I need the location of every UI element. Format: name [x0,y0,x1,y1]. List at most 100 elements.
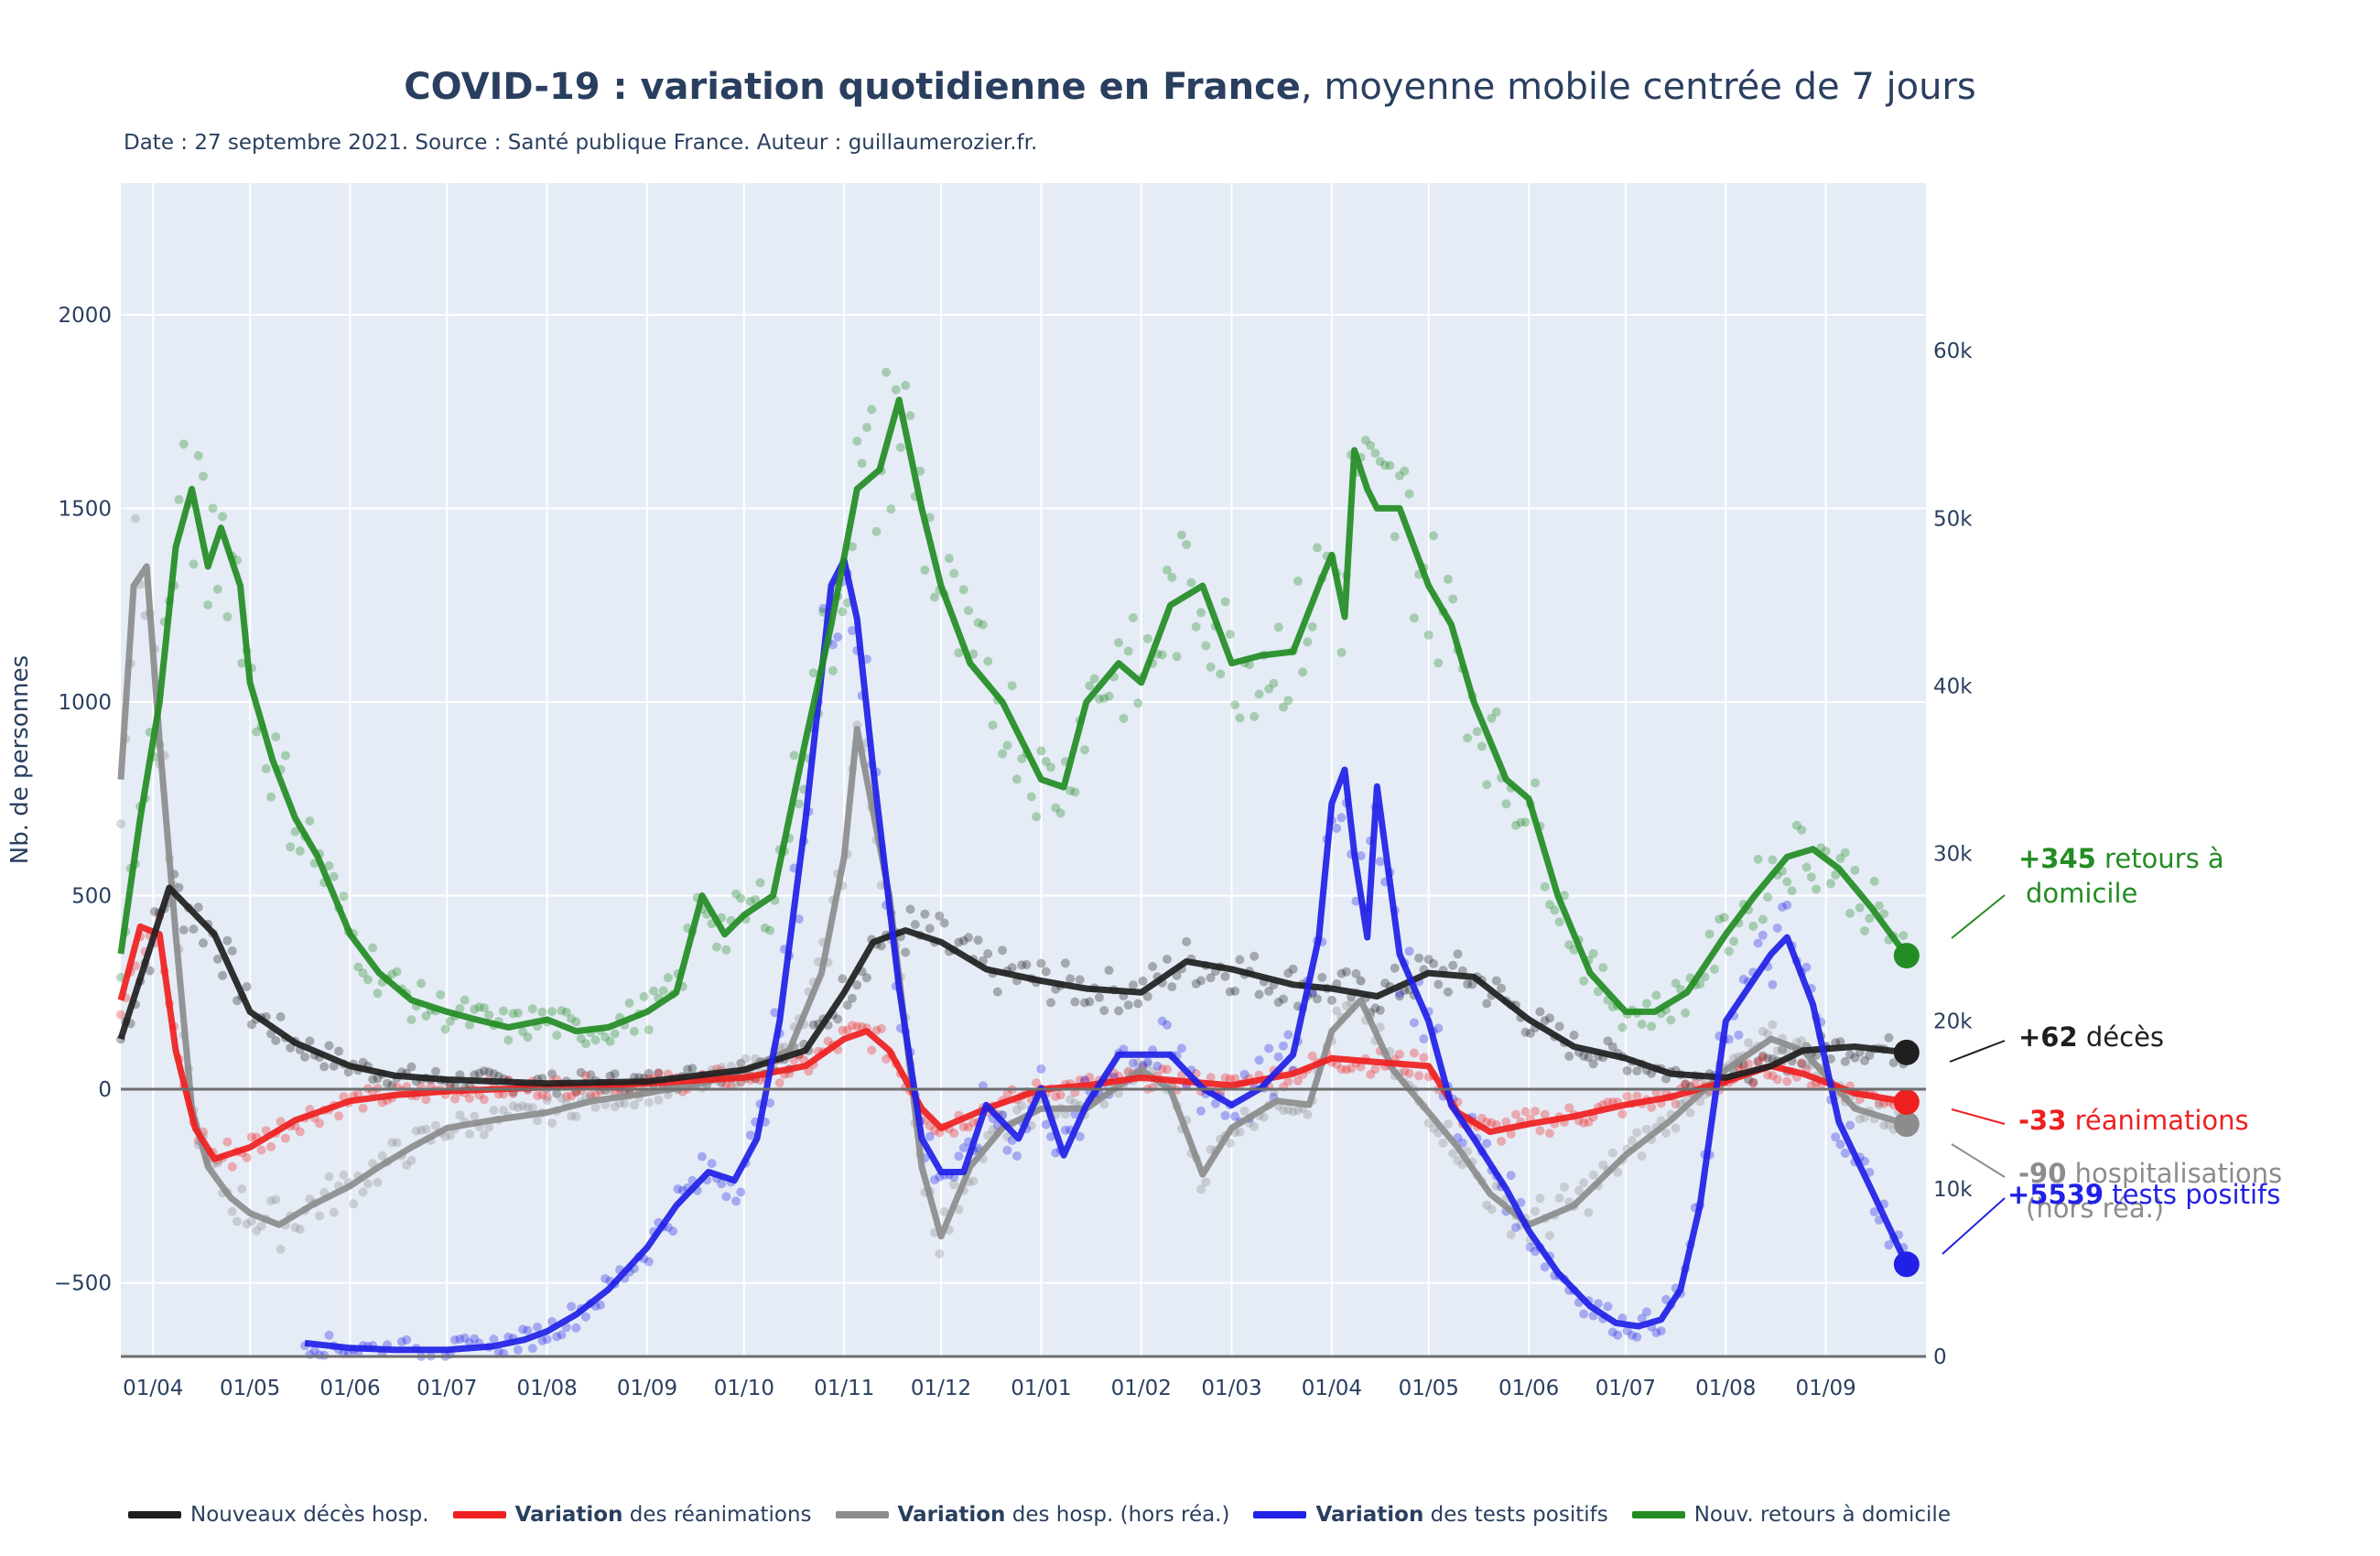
scatter-point [1375,1022,1385,1032]
scatter-point [1070,787,1080,797]
scatter-point [1448,1149,1458,1159]
scatter-point [1012,774,1022,784]
scatter-point [901,381,911,391]
scatter-point [867,405,877,415]
y-left-tick-label: 1000 [58,691,112,715]
scatter-point [465,1129,474,1140]
scatter-point [1225,987,1235,997]
x-tick-label: 01/06 [1498,1377,1559,1400]
scatter-point [237,1184,247,1194]
scatter-point [687,1064,698,1074]
scatter-point [1768,1071,1778,1081]
x-tick-label: 01/06 [319,1377,380,1400]
scatter-point [440,1024,450,1034]
scatter-point [983,656,993,666]
legend-item[interactable]: Variation des hosp. (hors réa.) [835,1503,1229,1527]
scatter-point [1525,1029,1535,1038]
scatter-point [1007,963,1017,973]
scatter-point [1835,1140,1845,1150]
scatter-point [944,554,954,564]
scatter-point [1840,1056,1850,1066]
scatter-point [484,1067,494,1077]
scatter-point [571,1111,581,1121]
scatter-point [470,1070,480,1080]
scatter-point [1869,1207,1879,1216]
scatter-point [968,1118,979,1128]
scatter-point [983,949,993,958]
scatter-point [1409,613,1419,623]
scatter-point [1768,979,1778,989]
y-right-tick-label: 30k [1933,843,1973,867]
scatter-point [527,1344,537,1354]
scatter-point [571,1323,581,1333]
scatter-point [1520,817,1531,827]
scatter-point [552,1088,562,1098]
scatter-point [1283,1076,1293,1086]
scatter-point [794,799,804,809]
scatter-point [765,925,775,935]
scatter-point [1879,1120,1889,1130]
scatter-point [1017,753,1027,763]
scatter-point [1230,1111,1240,1121]
scatter-point [1477,741,1487,751]
scatter-point [1099,694,1109,704]
legend-item[interactable]: Variation des réanimations [452,1503,812,1527]
scatter-point [1588,1059,1598,1069]
scatter-point [1370,448,1380,459]
legend-item[interactable]: Nouveaux décès hosp. [128,1503,429,1527]
scatter-point [1738,975,1748,984]
scatter-point [1356,1062,1366,1072]
scatter-point [1201,641,1211,651]
scatter-point [1569,1031,1579,1040]
scatter-point [368,943,378,953]
scatter-point [1347,1064,1357,1074]
scatter-point [1554,1194,1564,1204]
scatter-point [1206,662,1216,672]
legend-item[interactable]: Nouv. retours à domicile [1631,1503,1951,1527]
scatter-point [1332,1006,1342,1016]
scatter-point [1511,820,1520,830]
scatter-point [600,1032,611,1043]
scatter-point [1661,1128,1671,1138]
scatter-point [1860,926,1869,935]
scatter-point [954,1151,964,1162]
scatter-point [1666,1015,1676,1025]
scatter-point [1094,992,1104,1002]
scatter-point [1085,997,1095,1007]
scatter-point [261,763,271,773]
scatter-point [1463,733,1473,743]
scatter-point [1429,531,1438,541]
scatter-point [711,942,721,952]
scatter-point [581,1312,590,1322]
x-tick-label: 01/01 [1011,1377,1071,1400]
scatter-point [731,889,741,899]
scatter-point [644,1068,654,1078]
scatter-point [1313,543,1322,553]
scatter-point [1613,1330,1623,1340]
scatter-point [1196,1106,1206,1116]
scatter-point [629,1100,639,1110]
scatter-point [717,1179,727,1189]
scatter-point [882,367,892,377]
x-tick-label: 01/09 [617,1377,677,1400]
scatter-point [1123,1000,1133,1010]
scatter-point [958,1122,968,1132]
scatter-point [1768,1020,1778,1030]
scatter-point [212,584,222,594]
scatter-point [1661,1294,1671,1304]
legend-item[interactable]: Variation des tests positifs [1253,1503,1608,1527]
scatter-point [465,1020,474,1030]
scatter-point [1303,1109,1313,1119]
scatter-point [237,658,247,668]
scatter-point [493,1346,503,1356]
scatter-point [1254,1055,1264,1065]
scatter-point [1482,1200,1492,1210]
scatter-point [1617,1109,1628,1119]
scatter-point [1142,991,1152,1001]
scatter-point [721,1080,731,1089]
scatter-point [935,1248,945,1259]
scatter-point [334,1046,344,1056]
scatter-point [387,1080,397,1090]
scatter-point [552,1332,562,1342]
scatter-point [1423,955,1433,965]
